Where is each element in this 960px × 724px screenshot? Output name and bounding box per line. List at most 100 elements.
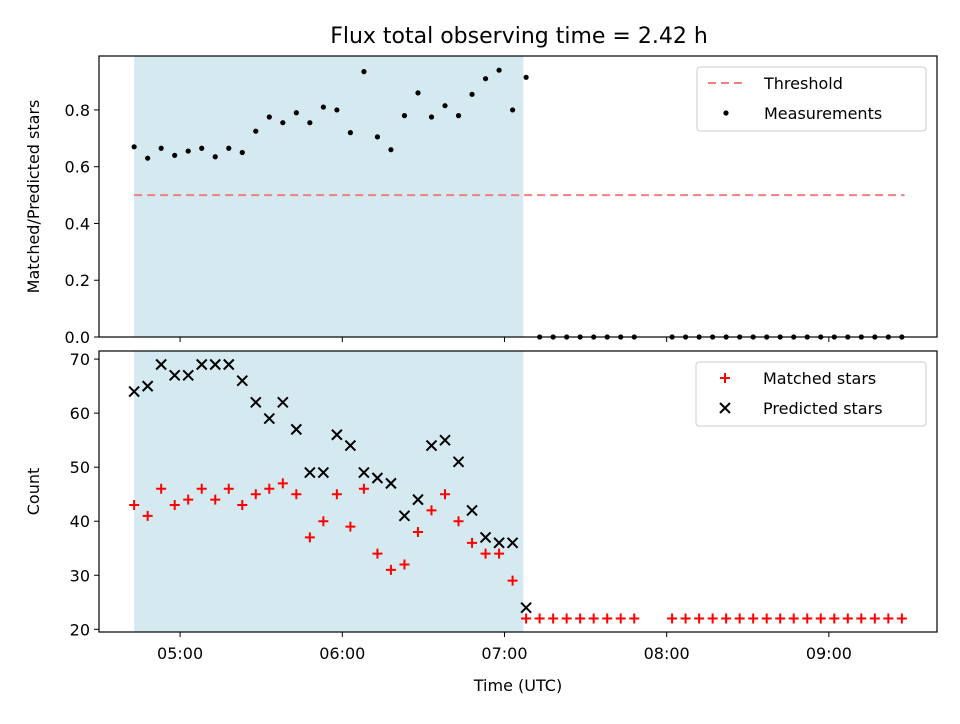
measurement-point: [145, 155, 151, 161]
y-tick-label: 60: [70, 404, 90, 423]
measurement-point: [509, 107, 516, 113]
legend-label: Predicted stars: [763, 399, 883, 418]
matched-star-point: [277, 478, 288, 489]
matched-star-point: [264, 483, 275, 494]
matched-star-point: [842, 613, 853, 624]
predicted-star-point: [236, 375, 248, 387]
matched-star-point: [694, 613, 705, 624]
predicted-star-point: [506, 537, 519, 549]
measurement-point: [347, 130, 353, 136]
predicted-star-point: [479, 531, 492, 544]
matched-star-point: [237, 500, 248, 511]
matched-star-point: [318, 516, 329, 527]
y-tick-label: 0.6: [65, 158, 90, 177]
predicted-star-point: [155, 358, 167, 371]
predicted-star-point: [141, 380, 154, 392]
matched-star-point: [748, 613, 759, 624]
matched-star-point: [358, 483, 369, 494]
y-tick-label: 40: [70, 512, 90, 531]
shaded-observing-region: [134, 351, 524, 632]
predicted-star-point: [209, 358, 221, 371]
measurement-point: [496, 67, 502, 73]
measurement-point: [334, 107, 340, 113]
measurement-point: [523, 74, 529, 80]
predicted-star-point: [290, 423, 303, 436]
matched-star-point: [210, 494, 221, 505]
measurement-point: [307, 120, 313, 126]
matched-star-point: [467, 537, 478, 548]
measurement-point: [374, 134, 381, 140]
matched-star-point: [629, 613, 640, 624]
matched-star-point: [183, 494, 194, 505]
matched-star-point: [331, 489, 342, 500]
shaded-observing-region: [134, 56, 524, 337]
x-tick-label: 09:00: [806, 644, 852, 663]
measurement-point: [415, 90, 421, 96]
matched-star-point: [761, 613, 772, 624]
y-tick-label: 20: [70, 620, 90, 639]
measurement-point: [185, 148, 191, 154]
y-axis-label: Count: [24, 468, 43, 516]
predicted-star-point: [168, 369, 181, 382]
matched-star-point: [829, 613, 840, 624]
matched-star-point: [426, 505, 437, 516]
predicted-star-point: [493, 537, 505, 549]
legend: Threshold Measurements: [696, 66, 927, 132]
matched-star-point: [856, 613, 867, 624]
predicted-star-point: [398, 510, 411, 522]
x-axis-label: Time (UTC): [473, 676, 562, 695]
matched-star-point: [815, 613, 826, 624]
matched-star-point: [250, 489, 261, 500]
matched-star-point: [372, 548, 383, 559]
measurement-point: [428, 114, 435, 120]
y-tick-label: 0.0: [65, 328, 90, 347]
matched-star-point: [680, 613, 691, 624]
matched-star-point: [304, 532, 315, 543]
measurement-point: [266, 114, 272, 120]
matched-star-point: [223, 483, 234, 494]
matched-star-point: [196, 483, 207, 494]
y-tick-label: 50: [70, 458, 90, 477]
predicted-star-point: [385, 477, 397, 490]
y-axis-label: Matched/Predicted stars: [24, 100, 43, 294]
matched-star-point: [869, 613, 880, 624]
measurement-point: [482, 76, 489, 82]
measurement-point: [199, 145, 205, 151]
x-tick-label: 05:00: [157, 644, 203, 663]
matched-star-point: [291, 489, 302, 500]
predicted-star-point: [263, 412, 276, 425]
matched-star-point: [385, 564, 396, 575]
plot-frame: [98, 55, 938, 338]
predicted-star-point: [304, 466, 316, 479]
matched-star-point: [142, 510, 153, 521]
legend-label: Matched stars: [763, 369, 876, 388]
predicted-star-point: [128, 385, 140, 398]
legend-label: Threshold: [763, 74, 843, 93]
matched-star-point: [615, 613, 626, 624]
y-tick-label: 30: [70, 566, 90, 585]
matched-star-point: [156, 483, 167, 494]
matched-star-point: [534, 613, 545, 624]
matched-star-point: [707, 613, 718, 624]
matched-star-point: [507, 575, 518, 586]
predicted-star-point: [425, 439, 438, 452]
measurement-point: [253, 128, 259, 134]
y-tick-label: 70: [70, 350, 90, 369]
matched-star-point: [883, 613, 894, 624]
predicted-star-point: [520, 601, 532, 614]
measurement-point: [455, 113, 462, 119]
matched-star-point: [399, 559, 410, 570]
measurement-point: [388, 147, 394, 153]
matched-star-point: [734, 613, 745, 624]
measurement-point: [131, 144, 137, 150]
measurement-point: [172, 152, 178, 158]
matched-star-point: [480, 548, 491, 559]
predicted-star-point: [358, 466, 370, 479]
matched-star-point: [440, 489, 451, 500]
predicted-star-point: [452, 456, 465, 468]
matched-star-point: [588, 613, 599, 624]
measurement-point: [442, 103, 448, 109]
legend-matched-marker: [720, 373, 730, 383]
predicted-star-point: [223, 358, 235, 371]
